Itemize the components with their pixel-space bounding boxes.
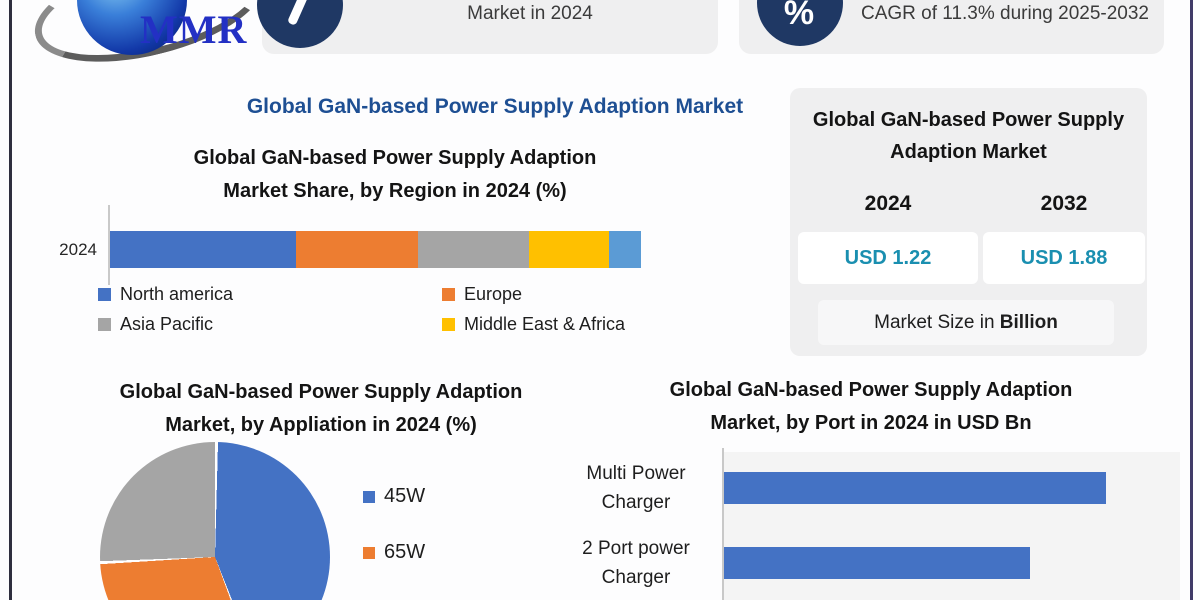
page-title: Global GaN-based Power Supply Adaption M…	[246, 95, 744, 118]
mmr-logo: MMR	[22, 0, 276, 83]
legend-item: Middle East & Africa	[442, 314, 678, 335]
caption-bold: Billion	[999, 311, 1058, 333]
legend-swatch	[442, 288, 455, 301]
legend-swatch	[98, 288, 111, 301]
port-bar-chart: Multi Power Charger 2 Port power Charger	[562, 450, 1180, 600]
legend-label: Europe	[464, 284, 523, 304]
port-y-axis	[722, 448, 724, 600]
port-row: 2 Port power Charger	[562, 525, 1180, 600]
panel-year-2024: 2024	[864, 192, 912, 215]
kpi-cagr-text: CAGR of 11.3% during 2025-2032	[861, 3, 1149, 24]
legend-swatch	[442, 318, 455, 331]
port-chart-title: Global GaN-based Power Supply Adaption M…	[669, 379, 1073, 434]
logo-text: MMR	[140, 7, 248, 52]
region-bar-segment	[609, 231, 641, 268]
market-size-panel: Global GaN-based Power Supply Adaption M…	[790, 88, 1147, 356]
legend-item: 65W	[363, 541, 533, 564]
port-category-label: Multi Power Charger	[586, 462, 686, 513]
region-bar-segment	[295, 231, 418, 268]
port-row: Multi Power Charger	[562, 450, 1180, 525]
pie-legend: 45W 65W	[363, 485, 533, 564]
pie-chart	[100, 442, 330, 600]
pie-chart-title: Global GaN-based Power Supply Adaption M…	[119, 381, 523, 436]
legend-item: 45W	[363, 485, 533, 508]
panel-title: Global GaN-based Power Supply Adaption M…	[812, 109, 1125, 163]
region-stacked-bar	[110, 231, 641, 268]
frame-left-border	[9, 0, 12, 600]
panel-caption: Market Size in Billion	[818, 300, 1114, 345]
panel-value-2024: USD 1.22	[798, 232, 978, 284]
region-bar-segment	[529, 231, 610, 268]
legend-item: Asia Pacific	[98, 314, 442, 335]
region-bar-segment	[417, 231, 530, 268]
legend-item: North america	[98, 284, 442, 305]
gauge-needle	[287, 0, 314, 26]
legend-label: North america	[120, 284, 234, 304]
legend-label: Middle East & Africa	[464, 314, 626, 334]
panel-year-2032: 2032	[1040, 192, 1088, 215]
legend-swatch	[363, 490, 375, 503]
region-legend: North america Europe Asia Pacific Middle Ea…	[98, 284, 678, 335]
kpi-market-text: Market in 2024	[467, 3, 593, 24]
caption-text: Market Size in	[874, 311, 1000, 333]
port-bar	[724, 471, 1106, 504]
legend-item: Europe	[442, 284, 678, 305]
legend-label: 65W	[384, 541, 426, 563]
region-chart-title: Global GaN-based Power Supply Adaption M…	[193, 147, 597, 202]
legend-label: Asia Pacific	[120, 314, 214, 334]
frame-right-border	[1190, 0, 1193, 600]
legend-label: 45W	[384, 485, 426, 507]
region-y-axis	[108, 205, 110, 285]
region-bar-segment	[110, 231, 296, 268]
legend-swatch	[98, 318, 111, 331]
legend-swatch	[363, 546, 375, 559]
port-category-label: 2 Port power Charger	[582, 537, 690, 588]
panel-value-2032: USD 1.88	[983, 232, 1145, 284]
port-bar	[724, 546, 1030, 579]
region-axis-label: 2024	[59, 240, 97, 259]
